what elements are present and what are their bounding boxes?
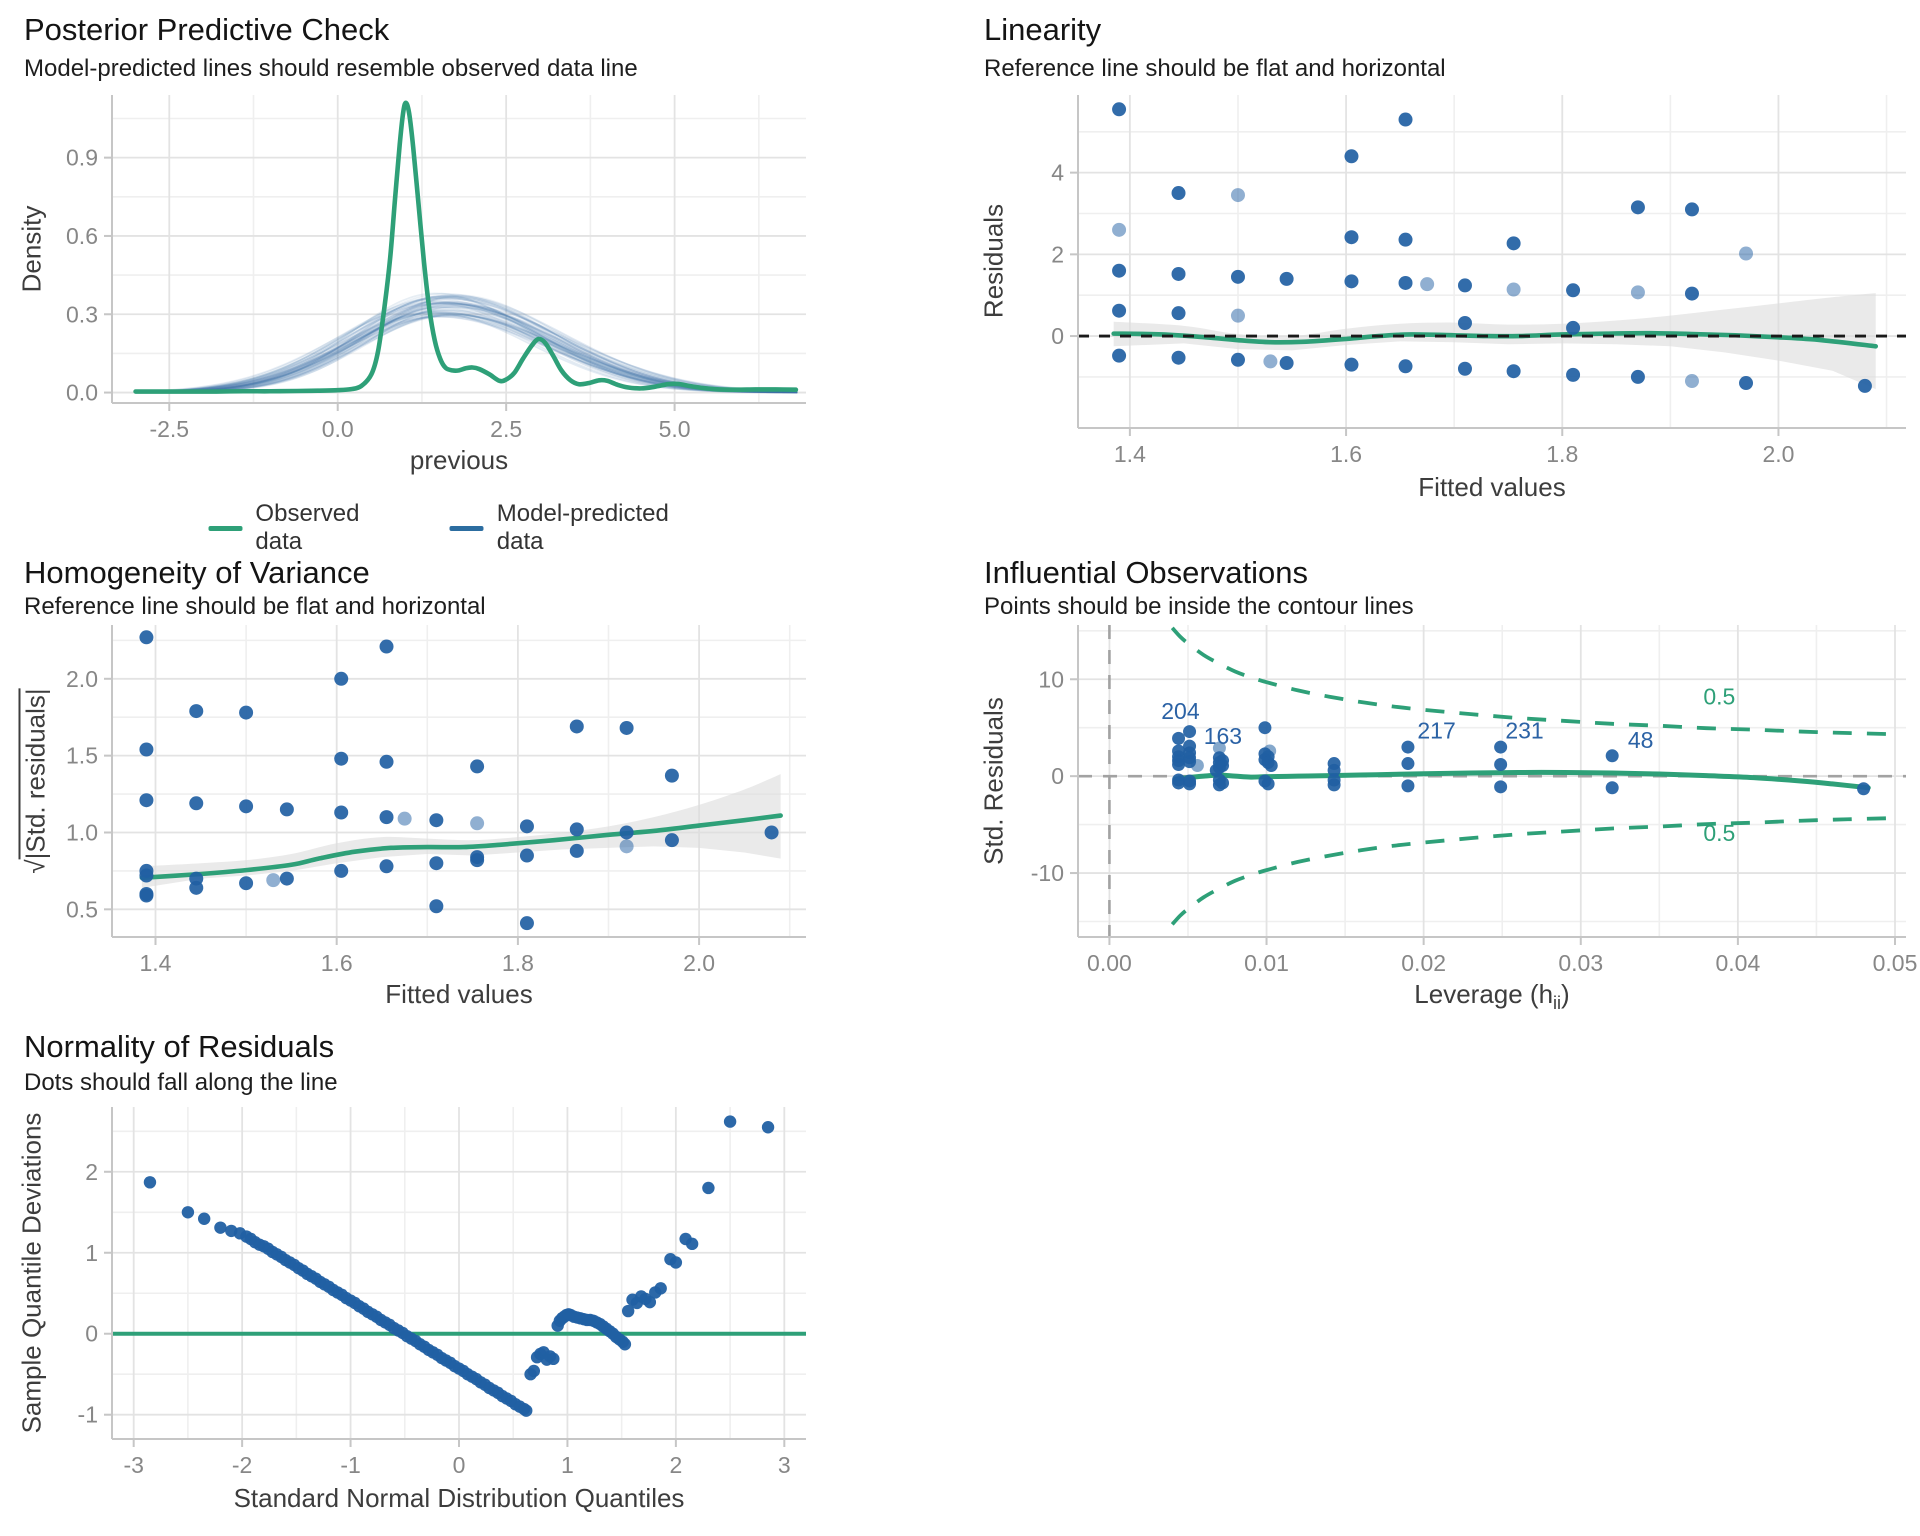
svg-text:2: 2 — [669, 1452, 682, 1478]
leverage-label-pre: Leverage (h — [1414, 979, 1554, 1009]
influential-subtitle: Points should be inside the contour line… — [984, 593, 1414, 620]
homogeneity-chart: 1.4 1.6 1.8 2.0 0.5 1.0 1.5 2.0 — [66, 625, 806, 976]
svg-text:217: 217 — [1417, 717, 1455, 743]
svg-text:-3: -3 — [123, 1452, 143, 1478]
observed-line-swatch — [208, 525, 243, 531]
svg-text:163: 163 — [1204, 723, 1242, 749]
svg-text:0: 0 — [1051, 323, 1064, 349]
ppc-legend: Observed data Model-predicted data — [208, 500, 710, 556]
ppc-subtitle: Model-predicted lines should resemble ob… — [24, 55, 638, 82]
ppc-xlabel: previous — [409, 445, 509, 475]
influential-title: Influential Observations — [984, 555, 1308, 590]
svg-text:1.4: 1.4 — [1114, 441, 1146, 467]
svg-text:0.0: 0.0 — [66, 380, 98, 406]
svg-text:1.4: 1.4 — [139, 950, 171, 976]
svg-text:0: 0 — [1051, 763, 1064, 789]
svg-text:0.05: 0.05 — [1873, 950, 1918, 976]
svg-text:-1: -1 — [78, 1402, 98, 1428]
svg-text:204: 204 — [1161, 698, 1200, 724]
homogeneity-ylabel: √|Std. residuals| — [21, 688, 52, 873]
svg-text:2: 2 — [85, 1159, 98, 1185]
legend-item-observed: Observed data — [208, 500, 404, 556]
svg-text:0.5: 0.5 — [1703, 820, 1735, 846]
svg-text:1.0: 1.0 — [66, 819, 98, 845]
leverage-label-sub: ii — [1553, 993, 1562, 1014]
svg-text:2.0: 2.0 — [1762, 441, 1794, 467]
svg-text:1.8: 1.8 — [502, 950, 534, 976]
svg-text:2: 2 — [1051, 241, 1064, 267]
svg-text:0.3: 0.3 — [66, 301, 98, 327]
linearity-subtitle: Reference line should be flat and horizo… — [984, 55, 1446, 82]
panel-homogeneity-of-variance: 1.4 1.6 1.8 2.0 0.5 1.0 1.5 2.0 Homogeneity of … — [0, 545, 960, 1015]
svg-text:1: 1 — [85, 1240, 98, 1266]
svg-text:48: 48 — [1628, 727, 1654, 753]
linearity-title: Linearity — [984, 12, 1102, 47]
svg-text:-2.5: -2.5 — [149, 416, 189, 442]
svg-text:0.01: 0.01 — [1244, 950, 1289, 976]
legend-item-predicted: Model-predicted data — [449, 500, 710, 556]
svg-text:4: 4 — [1051, 160, 1064, 186]
svg-text:2.5: 2.5 — [490, 416, 522, 442]
sqrt-inner: |Std. residuals| — [20, 688, 51, 860]
svg-text:0.6: 0.6 — [66, 223, 98, 249]
svg-text:1.5: 1.5 — [66, 743, 98, 769]
svg-text:0.0: 0.0 — [322, 416, 354, 442]
panel-influential-observations: 204 163 217 231 48 0.5 0.5 0.00 0.01 0.02 0.03 0.04… — [960, 545, 1920, 1015]
panel-normality-of-residuals: -3 -2 -1 0 1 2 3 -1 0 1 2 Normality of Residuals D… — [0, 1015, 960, 1536]
svg-text:2.0: 2.0 — [66, 666, 98, 692]
svg-text:3: 3 — [778, 1452, 791, 1478]
qq-ylabel: Sample Quantile Deviations — [16, 1112, 47, 1434]
svg-text:1.8: 1.8 — [1546, 441, 1578, 467]
ppc-title: Posterior Predictive Check — [24, 12, 390, 47]
svg-text:0: 0 — [453, 1452, 466, 1478]
svg-text:2.0: 2.0 — [683, 950, 715, 976]
svg-text:0.02: 0.02 — [1401, 950, 1446, 976]
ppc-ylabel: Density — [16, 205, 47, 293]
svg-text:1.6: 1.6 — [321, 950, 353, 976]
qq-chart: -3 -2 -1 0 1 2 3 -1 0 1 2 — [78, 1107, 806, 1478]
linearity-ylabel: Residuals — [978, 203, 1009, 319]
svg-text:-1: -1 — [340, 1452, 360, 1478]
qq-subtitle: Dots should fall along the line — [24, 1069, 338, 1096]
svg-text:-2: -2 — [232, 1452, 252, 1478]
panel-linearity: 1.4 1.6 1.8 2.0 0 2 4 Linearity Reference line… — [960, 0, 1920, 545]
svg-text:1.6: 1.6 — [1330, 441, 1362, 467]
svg-text:231: 231 — [1505, 717, 1543, 743]
svg-text:0.9: 0.9 — [66, 145, 98, 171]
linearity-xlabel: Fitted values — [1418, 472, 1566, 502]
qq-title: Normality of Residuals — [24, 1029, 335, 1064]
linearity-chart: 1.4 1.6 1.8 2.0 0 2 4 — [1051, 95, 1906, 467]
svg-text:-10: -10 — [1031, 860, 1064, 886]
sqrt-radical: √ — [20, 859, 51, 874]
homogeneity-subtitle: Reference line should be flat and horizo… — [24, 593, 486, 620]
svg-text:10: 10 — [1038, 666, 1064, 692]
svg-text:0.5: 0.5 — [1703, 683, 1735, 709]
svg-text:5.0: 5.0 — [659, 416, 691, 442]
leverage-label-post: ) — [1561, 979, 1570, 1009]
svg-text:1: 1 — [561, 1452, 574, 1478]
predicted-line-swatch — [449, 525, 484, 531]
ppc-chart: -2.5 0.0 2.5 5.0 0.0 0.3 0.6 0.9 — [66, 95, 806, 442]
panel-posterior-predictive-check: -2.5 0.0 2.5 5.0 0.0 0.3 0.6 0.9 Posterior Pred… — [0, 0, 960, 555]
influential-xlabel: Leverage (hii) — [1414, 979, 1569, 1014]
svg-text:0.04: 0.04 — [1716, 950, 1761, 976]
svg-text:0.03: 0.03 — [1558, 950, 1603, 976]
influential-ylabel: Std. Residuals — [978, 697, 1009, 865]
legend-observed-label: Observed data — [255, 500, 360, 555]
svg-text:0.5: 0.5 — [66, 896, 98, 922]
legend-predicted-label: Model-predicted data — [496, 500, 669, 555]
svg-text:0: 0 — [85, 1321, 98, 1347]
homogeneity-title: Homogeneity of Variance — [24, 555, 370, 590]
qq-xlabel: Standard Normal Distribution Quantiles — [233, 1483, 685, 1513]
svg-text:0.00: 0.00 — [1087, 950, 1132, 976]
homogeneity-xlabel: Fitted values — [385, 979, 533, 1009]
